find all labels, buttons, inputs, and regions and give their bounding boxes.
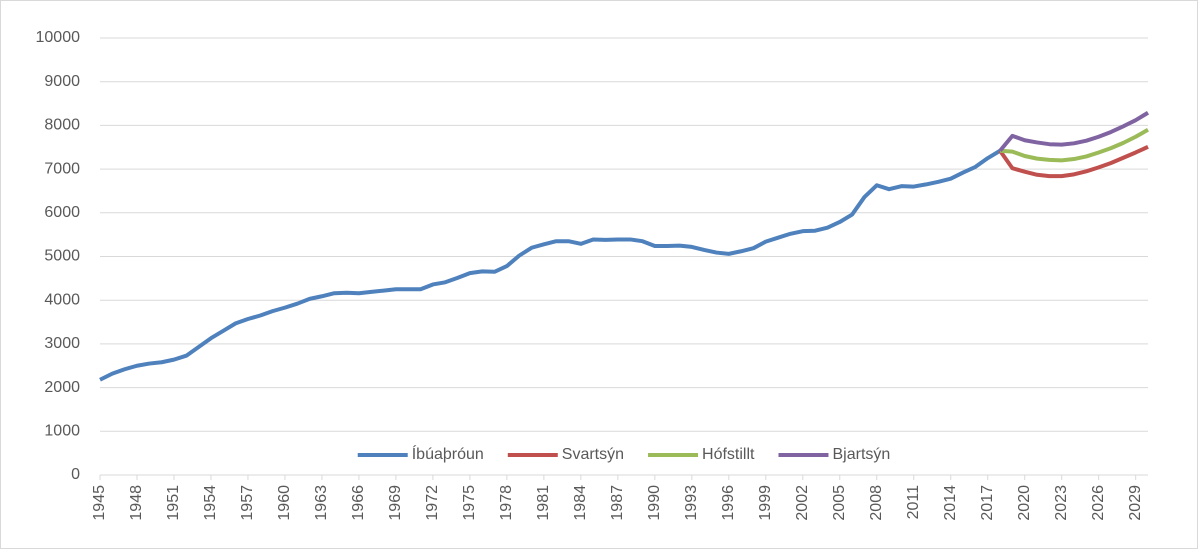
x-tick-label: 1990 bbox=[646, 485, 663, 521]
x-tick-label: 2005 bbox=[831, 485, 848, 521]
legend-label: Hófstillt bbox=[702, 446, 755, 463]
y-tick-label: 6000 bbox=[44, 204, 80, 221]
y-tick-label: 5000 bbox=[44, 248, 80, 265]
x-tick-label: 1981 bbox=[535, 485, 552, 521]
series-line bbox=[998, 111, 1150, 153]
x-tick-label: 1987 bbox=[609, 485, 626, 521]
x-tick-label: 1951 bbox=[165, 485, 182, 521]
x-tick-label: 1960 bbox=[276, 485, 293, 521]
legend-label: Bjartsýn bbox=[832, 446, 890, 463]
x-tick-label: 2017 bbox=[979, 485, 996, 521]
series-line bbox=[99, 149, 1002, 382]
x-tick-label: 2014 bbox=[942, 485, 959, 521]
legend-item: Hófstillt bbox=[648, 446, 755, 463]
y-tick-label: 4000 bbox=[44, 291, 80, 308]
x-tick-label: 1978 bbox=[498, 485, 515, 521]
x-tick-label: 1948 bbox=[128, 485, 145, 521]
y-tick-label: 0 bbox=[71, 466, 80, 483]
y-tick-label: 9000 bbox=[44, 73, 80, 90]
y-tick-label: 10000 bbox=[36, 29, 81, 46]
y-tick-label: 1000 bbox=[44, 423, 80, 440]
x-tick-label: 1975 bbox=[461, 485, 478, 521]
x-tick-label: 1969 bbox=[387, 485, 404, 521]
legend-item: Svartsýn bbox=[507, 446, 624, 463]
x-tick-label: 2002 bbox=[794, 485, 811, 521]
x-tick-label: 1954 bbox=[202, 485, 219, 521]
y-tick-label: 7000 bbox=[44, 160, 80, 177]
x-tick-label: 1972 bbox=[424, 485, 441, 521]
legend-item: Bjartsýn bbox=[778, 446, 890, 463]
legend-label: Svartsýn bbox=[562, 446, 624, 463]
legend-label: Íbúaþróun bbox=[412, 444, 484, 463]
y-tick-label: 3000 bbox=[44, 335, 80, 352]
x-tick-label: 2026 bbox=[1090, 485, 1107, 521]
x-tick-label: 1999 bbox=[757, 485, 774, 521]
legend-item: Íbúaþróun bbox=[357, 444, 484, 463]
x-tick-label: 1984 bbox=[572, 485, 589, 521]
x-tick-label: 1963 bbox=[313, 485, 330, 521]
x-tick-label: 2029 bbox=[1127, 485, 1144, 521]
x-tick-label: 2023 bbox=[1053, 485, 1070, 521]
x-tick-label: 2020 bbox=[1016, 485, 1033, 521]
series-line bbox=[998, 144, 1149, 179]
series-line bbox=[999, 128, 1149, 163]
y-tick-label: 2000 bbox=[44, 379, 80, 396]
x-tick-label: 1957 bbox=[239, 485, 256, 521]
y-tick-label: 8000 bbox=[44, 117, 80, 134]
x-tick-label: 1993 bbox=[683, 485, 700, 521]
x-tick-label: 1996 bbox=[720, 485, 737, 521]
x-tick-label: 1966 bbox=[350, 485, 367, 521]
x-tick-label: 1945 bbox=[91, 485, 108, 521]
x-tick-label: 2008 bbox=[868, 485, 885, 521]
x-tick-label: 2011 bbox=[905, 485, 922, 520]
